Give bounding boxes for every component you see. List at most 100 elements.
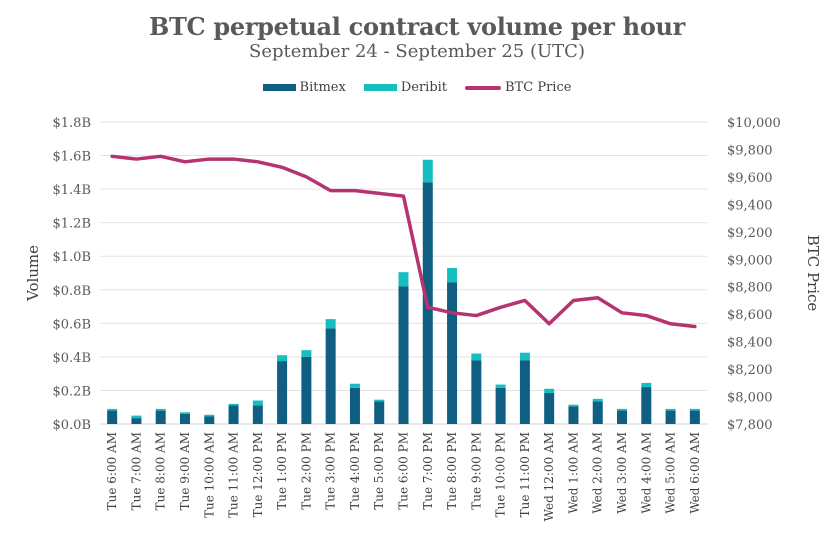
- bar-deribit: [155, 408, 166, 411]
- bar-deribit: [544, 388, 555, 393]
- bar-deribit: [204, 414, 215, 417]
- bar-bitmex: [252, 405, 263, 424]
- bar-bitmex: [447, 282, 458, 424]
- x-tick-label: Tue 4:00 PM: [348, 432, 362, 510]
- x-tick-label: Tue 10:00 AM: [202, 432, 216, 518]
- x-tick-label: Tue 8:00 PM: [445, 432, 459, 510]
- bar-bitmex: [689, 410, 700, 424]
- bar-bitmex: [204, 416, 215, 424]
- y2-tick-label: $7,800: [727, 418, 773, 433]
- y-tick-label: $0.4B: [53, 351, 92, 366]
- y-axis-title: Volume: [24, 245, 42, 302]
- y2-tick-label: $9,000: [727, 253, 773, 268]
- y-tick-label: $1.2B: [53, 217, 92, 232]
- bar-deribit: [519, 352, 530, 361]
- bar-bitmex: [374, 401, 385, 424]
- bar-deribit: [277, 355, 288, 362]
- y2-tick-label: $9,800: [727, 143, 773, 158]
- bar-deribit: [374, 399, 385, 402]
- legend-item-bitmex[interactable]: Bitmex: [262, 80, 346, 95]
- y2-tick-label: $10,000: [727, 116, 781, 131]
- legend-label-btc-price: BTC Price: [505, 80, 572, 95]
- y-tick-label: $1.0B: [53, 250, 92, 265]
- y-tick-label: $0.0B: [53, 418, 92, 433]
- x-tick-label: Wed 2:00 AM: [591, 432, 605, 514]
- bar-bitmex: [471, 360, 482, 424]
- bar-deribit: [325, 319, 336, 329]
- y-tick-label: $1.6B: [53, 150, 92, 165]
- bar-deribit: [179, 412, 190, 414]
- x-tick-label: Tue 5:00 PM: [372, 432, 386, 510]
- legend-item-deribit[interactable]: Deribit: [363, 80, 448, 95]
- bar-deribit: [252, 400, 263, 406]
- x-tick-label: Tue 1:00 PM: [275, 432, 289, 510]
- legend-swatch-bitmex: [262, 84, 296, 91]
- bar-deribit: [398, 272, 409, 287]
- x-tick-label: Tue 8:00 AM: [154, 432, 168, 510]
- y-tick-label: $1.8B: [53, 116, 92, 131]
- y-tick-label: $0.6B: [53, 317, 92, 332]
- y2-tick-label: $8,600: [727, 308, 773, 323]
- bar-bitmex: [665, 410, 676, 424]
- bar-bitmex: [179, 413, 190, 424]
- x-tick-label: Tue 11:00 AM: [227, 432, 241, 518]
- bar-deribit: [349, 383, 360, 388]
- x-tick-label: Tue 6:00 PM: [397, 432, 411, 510]
- bar-deribit: [447, 267, 458, 283]
- x-tick-label: Wed 12:00 AM: [542, 432, 556, 521]
- bar-deribit: [301, 350, 312, 357]
- bar-bitmex: [617, 410, 628, 424]
- bar-bitmex: [641, 387, 652, 424]
- bar-deribit: [617, 408, 628, 411]
- x-tick-label: Wed 6:00 AM: [688, 432, 702, 514]
- bar-deribit: [495, 384, 506, 388]
- legend-label-deribit: Deribit: [400, 80, 448, 95]
- y-tick-label: $1.4B: [53, 183, 92, 198]
- y2-tick-label: $9,400: [727, 198, 773, 213]
- bar-deribit: [107, 408, 118, 411]
- x-tick-label: Tue 11:00 PM: [518, 432, 532, 517]
- x-tick-label: Tue 2:00 PM: [299, 432, 313, 510]
- bar-bitmex: [519, 360, 530, 424]
- bar-bitmex: [398, 286, 409, 424]
- price-line-group: [110, 154, 697, 329]
- chart-title: BTC perpetual contract volume per hour: [148, 12, 686, 41]
- bar-bitmex: [568, 406, 579, 424]
- y2-tick-label: $8,000: [727, 391, 773, 406]
- y-axis-right: $7,800 $8,000 $8,200 $8,400 $8,600 $8,800 $9,0…: [727, 116, 781, 433]
- bar-deribit: [471, 353, 482, 361]
- legend-swatch-deribit: [363, 84, 397, 91]
- bar-bitmex: [107, 410, 118, 424]
- bar-bitmex: [301, 356, 312, 424]
- bar-bitmex: [544, 392, 555, 424]
- bar-deribit: [689, 408, 700, 411]
- bar-deribit: [592, 398, 603, 402]
- x-tick-label: Tue 12:00 PM: [251, 432, 265, 517]
- legend-item-btc-price[interactable]: BTC Price: [465, 80, 571, 95]
- bar-deribit: [641, 382, 652, 388]
- x-tick-label: Wed 5:00 AM: [664, 432, 678, 514]
- bar-bitmex: [155, 410, 166, 424]
- bar-deribit: [665, 408, 676, 411]
- x-tick-label: Tue 7:00 PM: [421, 432, 435, 510]
- y-tick-label: $0.8B: [53, 284, 92, 299]
- bar-bitmex: [131, 418, 142, 424]
- y2-tick-label: $8,200: [727, 363, 773, 378]
- bar-bitmex: [228, 405, 239, 424]
- y2-tick-label: $9,600: [727, 171, 773, 186]
- y-tick-label: $0.2B: [53, 384, 92, 399]
- bar-deribit: [131, 415, 142, 419]
- legend-swatch-btc-price: [465, 85, 502, 90]
- x-tick-label: Tue 6:00 AM: [105, 432, 119, 510]
- y-axis-left: $0.0B $0.2B $0.4B $0.6B $0.8B $1.0B $1.2B $1.4B…: [53, 116, 92, 433]
- y2-tick-label: $9,200: [727, 226, 773, 241]
- x-tick-label: Tue 7:00 AM: [129, 432, 143, 510]
- legend-label-bitmex: Bitmex: [299, 80, 346, 95]
- x-tick-label: Wed 3:00 AM: [615, 432, 629, 514]
- x-tick-label: Wed 4:00 AM: [639, 432, 653, 514]
- bar-deribit: [568, 404, 579, 407]
- y2-tick-label: $8,400: [727, 336, 773, 351]
- bar-bitmex: [349, 387, 360, 424]
- bar-bitmex: [592, 401, 603, 424]
